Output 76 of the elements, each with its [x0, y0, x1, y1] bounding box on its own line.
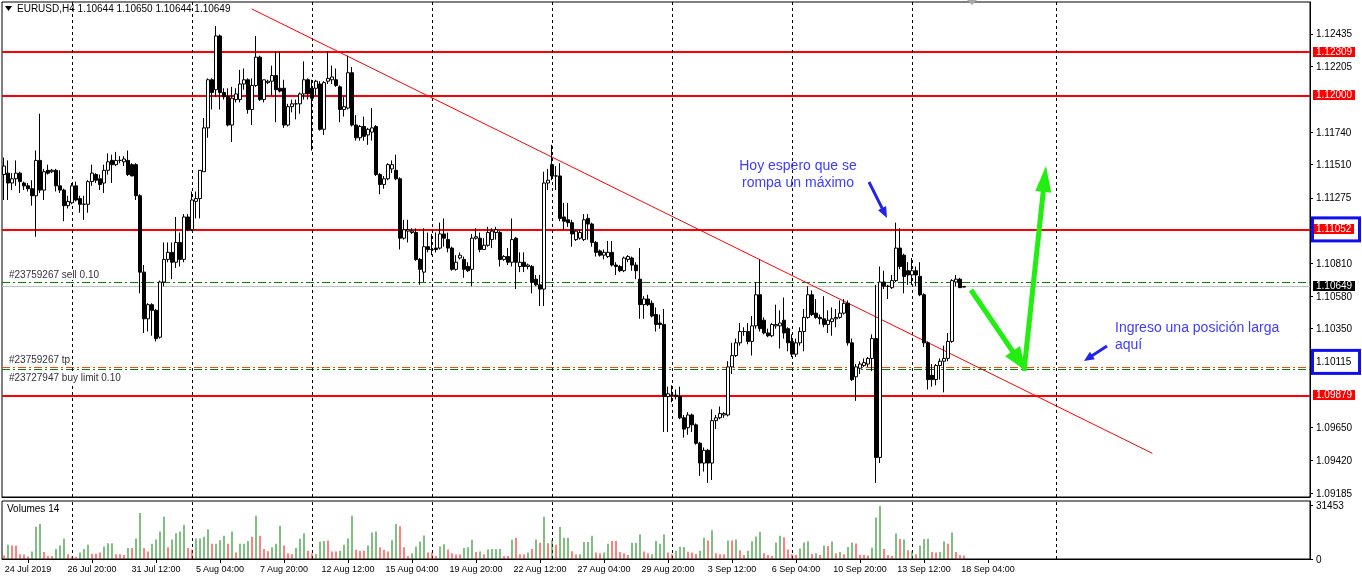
ref-line-label: #23727947 buy limit 0.10: [8, 371, 122, 383]
candlestick: [486, 226, 490, 248]
chart-title: EURUSD,H4 1.10644 1.10650 1.10644 1.10649: [17, 2, 231, 14]
ref-line-label: 1.09879: [1313, 389, 1356, 401]
ref-line-label: 1.10649: [1313, 280, 1356, 292]
x-tick-label: 19 Aug 20:00: [449, 563, 503, 574]
candlestick: [438, 222, 442, 250]
candlestick: [230, 86, 234, 143]
y-tick-label: 1.10115: [1316, 356, 1352, 368]
x-tick-label: 27 Aug 04:00: [577, 563, 631, 574]
x-tick-label: 24 Jul 2019: [4, 563, 52, 574]
ref-line-label: 1.12309: [1313, 45, 1356, 57]
annotation: Hoy espero que se rompa un máximo: [738, 157, 858, 191]
y-tick-label: 31453: [1316, 499, 1345, 511]
x-tick-label: 6 Sep 04:00: [771, 563, 821, 574]
candlestick: [638, 247, 642, 320]
candlestick: [406, 219, 410, 243]
x-tick-label: 18 Sep 04:00: [961, 563, 1015, 574]
candlestick: [758, 258, 762, 333]
x-tick-label: 22 Aug 12:00: [513, 563, 567, 574]
y-tick-label: 1.10810: [1316, 258, 1353, 270]
candlestick: [362, 116, 366, 142]
candlestick: [686, 411, 690, 436]
candlestick: [582, 213, 586, 242]
chart-title: Volumes 14: [7, 502, 60, 514]
candlestick: [238, 69, 242, 103]
candlestick: [274, 51, 278, 123]
candlestick: [490, 227, 494, 249]
x-tick-label: 15 Aug 04:00: [385, 563, 439, 574]
candlestick: [622, 256, 626, 273]
x-tick-label: 31 Jul 12:00: [131, 563, 181, 574]
y-tick-label: 1.11510: [1316, 159, 1352, 171]
ref-line-label: 1.12000: [1313, 89, 1356, 101]
y-tick-label: 1.11740: [1316, 126, 1352, 138]
candlestick: [498, 230, 502, 267]
x-tick-label: 10 Sep 20:00: [833, 563, 887, 574]
candlestick: [110, 154, 114, 184]
ref-line-label: #23759267 sell 0.10: [8, 269, 101, 281]
y-tick-label: 1.09420: [1316, 454, 1353, 466]
candlestick: [22, 181, 26, 191]
candlestick: [530, 264, 534, 294]
candlestick: [810, 290, 814, 317]
candlestick: [478, 232, 482, 253]
candlestick: [442, 217, 446, 248]
candlestick: [830, 306, 834, 337]
candlestick: [710, 408, 714, 481]
candlestick: [150, 302, 154, 337]
x-tick-label: 5 Aug 04:00: [195, 563, 245, 574]
candlestick: [318, 80, 322, 132]
x-tick-label: 13 Sep 12:00: [897, 563, 951, 574]
y-tick-label: 1.10580: [1316, 290, 1353, 302]
x-tick-label: 7 Aug 20:00: [259, 563, 309, 574]
y-tick-label: 1.11275: [1316, 192, 1352, 204]
annotation: Ingreso una posición larga aquí: [1115, 319, 1281, 353]
y-tick-label: 1.10350: [1316, 323, 1353, 335]
x-tick-label: 26 Jul 20:00: [67, 563, 117, 574]
x-tick-label: 29 Aug 20:00: [641, 563, 695, 574]
candlestick: [522, 251, 526, 273]
y-tick-label: 1.12205: [1316, 60, 1353, 72]
ref-line-label: #23759267 tp: [8, 353, 72, 365]
candlestick: [54, 168, 58, 193]
candlestick: [662, 308, 666, 433]
candlestick: [462, 256, 466, 279]
x-tick-label: 12 Aug 12:00: [321, 563, 375, 574]
candlestick: [958, 277, 962, 289]
y-tick-label: 1.09650: [1316, 422, 1353, 434]
candlestick: [542, 171, 546, 307]
x-tick-label: 3 Sep 12:00: [707, 563, 757, 574]
candlestick: [6, 159, 10, 201]
candlestick: [422, 227, 426, 283]
ref-line-label: 1.11052: [1313, 223, 1355, 235]
y-tick-label: 1.09185: [1316, 487, 1353, 499]
y-tick-label: 1.12435: [1316, 28, 1353, 40]
y-tick-label: 0: [1316, 553, 1322, 565]
candlestick: [182, 213, 186, 263]
candlestick: [126, 150, 130, 177]
